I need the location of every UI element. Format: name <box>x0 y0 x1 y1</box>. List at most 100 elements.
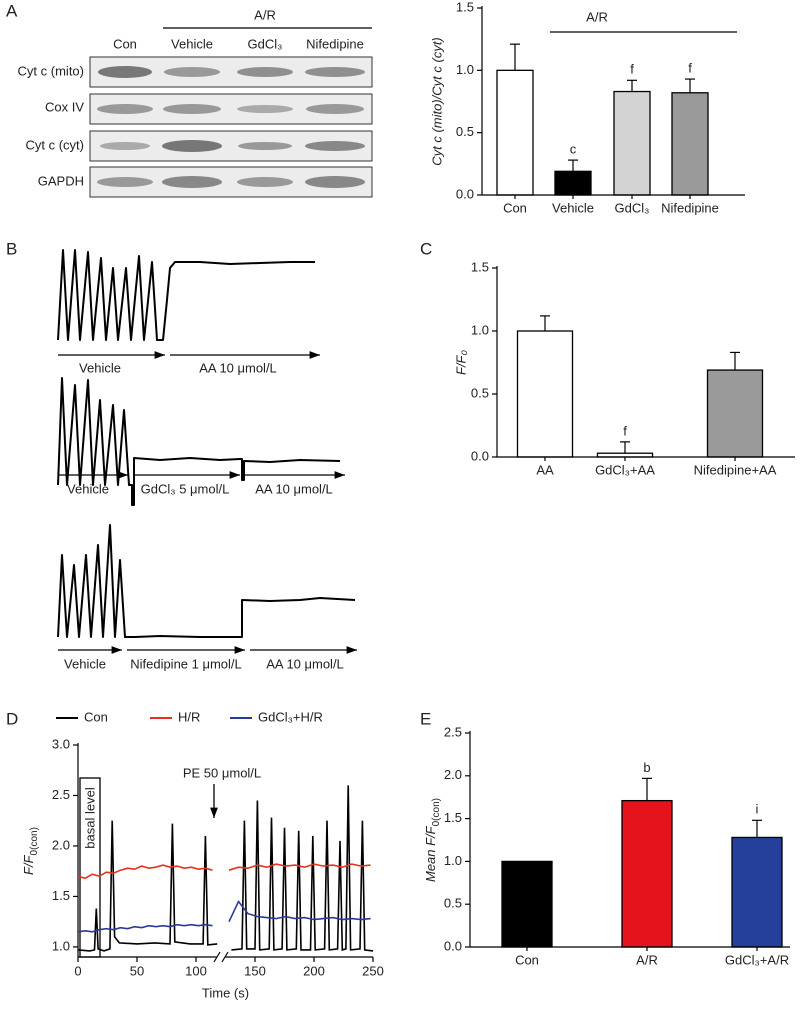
x-tick-label: 100 <box>185 963 207 978</box>
row-label: Cyt c (cyt) <box>26 137 85 152</box>
x-tick-label: Con <box>503 200 527 215</box>
lane-label: Con <box>113 36 137 51</box>
legend-label: Con <box>84 709 108 724</box>
y-tick-label: 1.0 <box>52 938 70 953</box>
trace-label: Nifedipine 1 μmol/L <box>130 656 242 671</box>
line-series <box>77 785 374 952</box>
y-tick-label: 1.5 <box>471 259 489 274</box>
axis-break <box>217 951 225 963</box>
y-tick-label: 2.0 <box>444 767 462 782</box>
western-blot: A A/R Con Vehicle GdCl₃ Nifedipine Cyt c… <box>6 1 373 198</box>
lane-label: Vehicle <box>171 36 213 51</box>
x-tick-label: Nifedipine <box>661 200 719 215</box>
y-axis-label-sub: 0(con) <box>29 827 40 855</box>
bar <box>501 860 553 948</box>
trace-label: GdCl₃ 5 μmol/L <box>141 481 230 496</box>
significance-label: c <box>570 142 577 157</box>
y-tick-label: 2.5 <box>444 724 462 739</box>
y-tick-label: 0.5 <box>456 124 474 139</box>
legend-label: GdCl₃+H/R <box>258 709 323 724</box>
trace <box>57 249 315 341</box>
x-axis-label: Time (s) <box>202 985 249 1000</box>
y-tick-label: 1.5 <box>52 888 70 903</box>
blot-frames <box>89 56 373 198</box>
x-tick-label: 150 <box>244 963 266 978</box>
trace-label: AA 10 μmol/L <box>266 656 344 671</box>
x-tick-label: Vehicle <box>552 200 594 215</box>
x-tick-label: AA <box>536 462 554 477</box>
y-tick-label: 1.5 <box>444 810 462 825</box>
trace-label: AA 10 μmol/L <box>199 360 277 375</box>
significance-label: b <box>643 760 650 775</box>
y-axis-label: F/F0(con) <box>21 827 39 875</box>
x-tick-label: Con <box>515 952 539 967</box>
panel-label: A <box>6 1 18 20</box>
significance-label: f <box>688 60 692 75</box>
bar <box>731 836 783 948</box>
trace-label: Vehicle <box>79 360 121 375</box>
y-axis-label: Mean F/F0(con) <box>423 798 441 882</box>
x-tick-label: 0 <box>74 963 81 978</box>
y-tick-label: 1.0 <box>444 853 462 868</box>
panel-label: D <box>6 709 18 728</box>
trace <box>57 524 356 638</box>
annotation: basal level <box>82 787 97 849</box>
significance-label: f <box>623 423 627 438</box>
axis-break-mark <box>213 951 221 963</box>
trace-label: Vehicle <box>64 656 106 671</box>
annotation: PE 50 μmol/L <box>183 765 261 780</box>
row-label: Cyt c (mito) <box>18 63 84 78</box>
x-tick-label: 250 <box>362 963 384 978</box>
group-label: A/R <box>586 9 608 24</box>
panel-label: E <box>420 709 431 728</box>
panel-label: C <box>420 239 432 258</box>
trace-label: AA 10 μmol/L <box>255 481 333 496</box>
y-axis-label: Cyt c (mito)/Cyt c (cyt) <box>429 37 444 166</box>
row-label: Cox IV <box>45 99 84 114</box>
y-axis-label-sub: 0(con) <box>431 798 442 826</box>
x-tick-label: 50 <box>130 963 144 978</box>
significance-label: f <box>630 62 634 77</box>
y-tick-label: 0.0 <box>444 938 462 953</box>
bar <box>706 369 764 458</box>
bar <box>516 330 574 458</box>
y-axis-label-text: F/F <box>21 854 36 875</box>
x-tick-label: GdCl₃+A/R <box>725 952 789 967</box>
significance-label: i <box>756 802 759 817</box>
y-tick-label: 0.0 <box>471 448 489 463</box>
y-tick-label: 0.5 <box>471 385 489 400</box>
axis-break-mark <box>221 951 229 963</box>
y-tick-label: 1.5 <box>456 0 474 14</box>
bar <box>496 69 534 196</box>
x-tick-label: GdCl₃+AA <box>595 462 655 477</box>
y-tick-label: 3.0 <box>52 736 70 751</box>
trace-label: Vehicle <box>67 481 109 496</box>
bar <box>671 92 709 196</box>
panel-label: B <box>6 239 17 258</box>
x-tick-label: Nifedipine+AA <box>694 462 777 477</box>
y-tick-label: 2.0 <box>52 837 70 852</box>
y-tick-label: 1.0 <box>471 322 489 337</box>
x-tick-label: GdCl₃ <box>615 200 650 215</box>
lane-label: Nifedipine <box>306 36 364 51</box>
y-axis-label-text: Mean F/F <box>423 825 438 882</box>
row-label: GAPDH <box>38 173 84 188</box>
x-tick-label: 200 <box>303 963 325 978</box>
line-series <box>77 863 371 880</box>
y-tick-label: 0.5 <box>444 896 462 911</box>
group-label: A/R <box>254 7 276 22</box>
lane-label: GdCl₃ <box>248 36 283 51</box>
blot-bands <box>97 66 365 188</box>
y-tick-label: 0.0 <box>456 186 474 201</box>
line-series <box>77 899 371 933</box>
bar <box>554 170 592 196</box>
y-axis-label: F/F₀ <box>453 349 468 374</box>
x-tick-label: A/R <box>636 952 658 967</box>
trace <box>57 377 341 506</box>
y-tick-label: 1.0 <box>456 62 474 77</box>
bar <box>613 90 651 196</box>
calcium-traces: B Vehicle AA 10 μmol/L Vehicle GdCl₃ 5 μ… <box>6 239 357 671</box>
y-tick-label: 2.5 <box>52 787 70 802</box>
bar <box>621 799 673 948</box>
